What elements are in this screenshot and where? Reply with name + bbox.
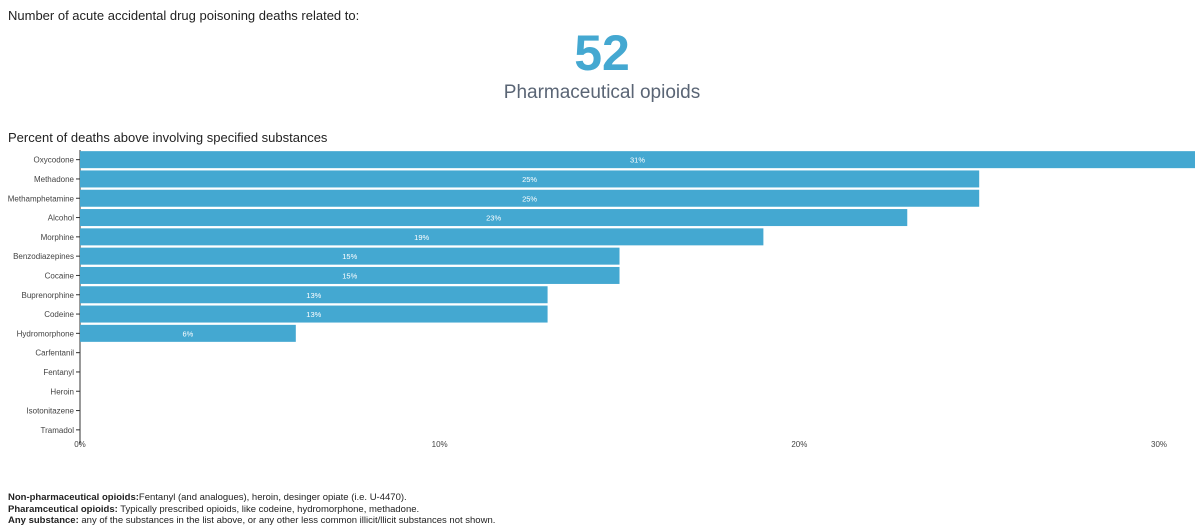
note-pharmaceutical: Pharamceutical opioids: Typically prescr… bbox=[8, 503, 420, 515]
x-tick-label: 30% bbox=[1151, 440, 1167, 449]
bar-buprenorphine bbox=[80, 286, 548, 304]
data-label: 25% bbox=[522, 194, 537, 203]
y-tick-label: Methamphetamine bbox=[8, 194, 75, 203]
data-label: 31% bbox=[630, 156, 645, 165]
y-tick-label: Codeine bbox=[44, 310, 74, 319]
substance-bar-chart: Oxycodone 31% Methadone 25% Methamphetamine 2… bbox=[8, 150, 1195, 449]
data-label: 15% bbox=[342, 271, 357, 280]
definitions-notes: Non-pharmaceutical opioids:Fentanyl (and… bbox=[8, 492, 495, 527]
data-label: 6% bbox=[182, 329, 193, 338]
bar-alcohol bbox=[80, 209, 908, 227]
y-tick-label: Carfentanil bbox=[35, 349, 74, 358]
bar-benzodiazepines bbox=[80, 247, 620, 265]
data-label: 23% bbox=[486, 214, 501, 223]
bar-oxycodone bbox=[80, 151, 1195, 169]
bar-morphine bbox=[80, 228, 764, 246]
data-label: 13% bbox=[306, 291, 321, 300]
y-tick-label: Cocaine bbox=[45, 271, 75, 280]
y-tick-label: Fentanyl bbox=[43, 368, 74, 377]
data-label: 13% bbox=[306, 310, 321, 319]
y-tick-label: Buprenorphine bbox=[22, 291, 75, 300]
y-tick-label: Tramadol bbox=[41, 426, 75, 435]
bar-hydromorphone bbox=[80, 324, 296, 342]
x-tick-label: 10% bbox=[432, 440, 448, 449]
bar-methadone bbox=[80, 170, 980, 188]
x-tick-label: 0% bbox=[74, 440, 86, 449]
y-tick-label: Isotonitazene bbox=[26, 407, 74, 416]
bar-methamphetamine bbox=[80, 189, 980, 207]
y-tick-label: Methadone bbox=[34, 175, 75, 184]
y-tick-label: Benzodiazepines bbox=[13, 252, 74, 261]
x-tick-label: 20% bbox=[791, 440, 807, 449]
bar-cocaine bbox=[80, 266, 620, 284]
y-tick-label: Alcohol bbox=[48, 214, 74, 223]
death-category-label: Pharmaceutical opioids bbox=[503, 82, 701, 103]
y-tick-label: Heroin bbox=[50, 387, 74, 396]
data-label: 19% bbox=[414, 233, 429, 242]
y-tick-label: Oxycodone bbox=[34, 156, 75, 165]
page-heading: Number of acute accidental drug poisonin… bbox=[8, 8, 360, 23]
note-any-substance: Any substance: any of the substances in … bbox=[8, 515, 496, 526]
note-non-pharmaceutical: Non-pharmaceutical opioids:Fentanyl (and… bbox=[8, 492, 407, 503]
chart-title: Percent of deaths above involving specif… bbox=[8, 130, 328, 145]
bar-codeine bbox=[80, 305, 548, 323]
data-label: 25% bbox=[522, 175, 537, 184]
y-tick-label: Morphine bbox=[41, 233, 75, 242]
death-count: 52 bbox=[574, 25, 630, 81]
y-tick-label: Hydromorphone bbox=[17, 329, 75, 338]
data-label: 15% bbox=[342, 252, 357, 261]
